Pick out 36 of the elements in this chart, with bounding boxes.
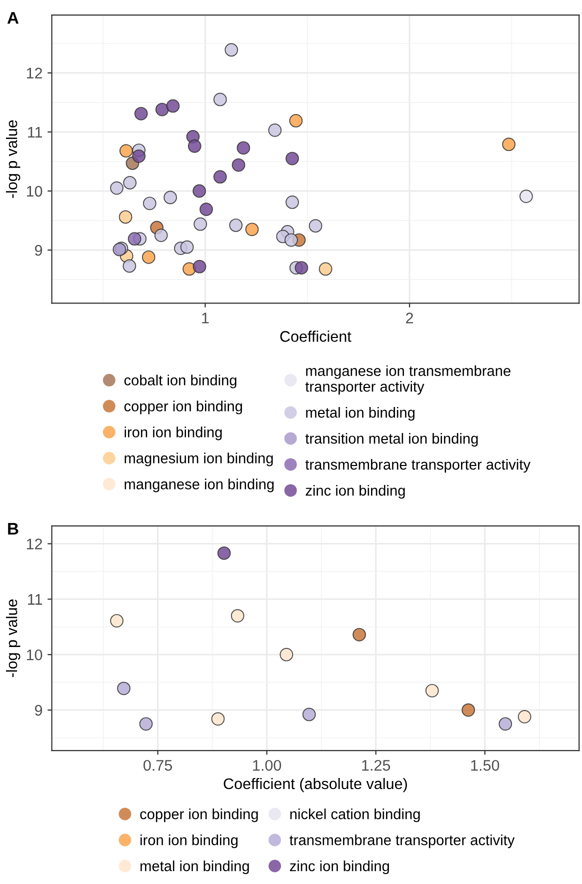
x-tick-label: 2 [406, 312, 414, 324]
y-tick-label: 10 [26, 649, 42, 660]
x-tick-label: 0.75 [144, 760, 172, 771]
x-tick-label: 1 [202, 312, 209, 324]
x-axis-title: Coefficient (absolute value) [224, 778, 407, 792]
legend-label: cobalt ion binding [124, 374, 236, 388]
y-tick-label: 10 [26, 186, 42, 197]
y-tick-label: 11 [28, 126, 42, 138]
x-tick-label: 1.25 [362, 760, 390, 771]
x-tick-label: 1.00 [253, 760, 282, 771]
chart-title: A [7, 12, 19, 24]
y-tick-label: 9 [34, 704, 42, 716]
legend-label: iron ion binding [140, 834, 238, 848]
chart-title: B [8, 523, 18, 535]
legend-label: iron ion binding [124, 426, 222, 440]
legend-label: transmembrane transporter activity [305, 459, 530, 473]
legend-label: metal ion binding [140, 860, 249, 874]
legend-label: manganese ion binding [124, 478, 274, 492]
legend-label: zinc ion binding [306, 484, 405, 499]
legend-label: copper ion binding [124, 400, 242, 414]
legend-label: transmembrane transporter activity [290, 834, 515, 848]
legend-label: transition metal ion binding [305, 433, 478, 447]
legend-label: nickel cation binding [290, 808, 420, 822]
y-tick-label: 9 [34, 244, 42, 256]
legend-label: metal ion binding [306, 407, 414, 421]
legend-label: magnesium ion binding [124, 452, 273, 466]
legend-label: manganese ion transmembrane transporter activity [305, 365, 510, 395]
y-tick-label: 12 [26, 538, 42, 550]
y-axis-title: -log p value [6, 599, 20, 678]
y-axis-title: -log p value [6, 120, 20, 198]
x-axis-title: Coefficient [280, 330, 352, 342]
x-tick-label: 1.50 [471, 760, 500, 771]
y-tick-label: 12 [26, 68, 42, 78]
legend-label: zinc ion binding [290, 860, 389, 874]
legend-label: copper ion binding [140, 808, 258, 822]
y-tick-label: 11 [28, 594, 42, 605]
